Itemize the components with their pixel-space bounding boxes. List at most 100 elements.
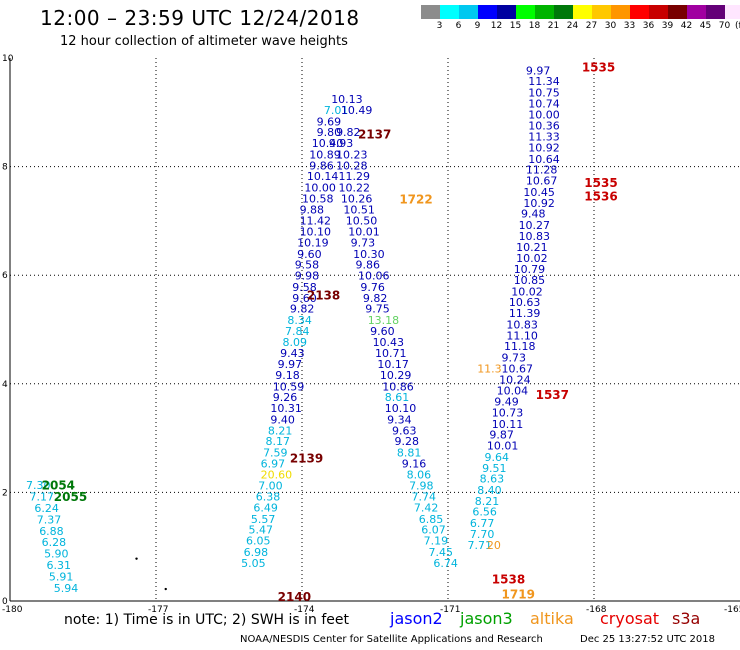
swh-value: 11.34 [528, 75, 560, 88]
swh-value: 10.10 [385, 402, 417, 415]
swh-value: 9.87 [489, 429, 514, 442]
y-axis-label: 8 [2, 163, 8, 173]
swh-value: 9.75 [365, 303, 390, 316]
swh-value: 10.14 [307, 170, 339, 183]
y-axis-label: 0 [2, 597, 8, 607]
swh-value: 13.18 [368, 314, 400, 327]
swh-value: 10.83 [506, 318, 538, 331]
swh-value: 5.91 [49, 570, 74, 583]
swh-value: 10.23 [336, 148, 368, 161]
swh-value: 7.59 [263, 447, 288, 460]
swh-value: 10.45 [523, 186, 555, 199]
swh-value: 7.42 [414, 501, 439, 514]
swh-value: 10.01 [487, 440, 519, 453]
swh-value: 20.60 [261, 468, 293, 481]
swh-value: 11.10 [506, 329, 538, 342]
legend-swatch [687, 5, 706, 19]
point-marker [164, 587, 167, 591]
x-axis-label: -171 [440, 605, 460, 615]
pass-number: 1535 [582, 61, 615, 75]
legend-label: 45 [699, 21, 712, 31]
swh-value: 9.16 [402, 457, 427, 470]
swh-value: 8.40 [477, 484, 502, 497]
swh-value: 9.60 [297, 248, 322, 261]
credit-line: NOAA/NESDIS Center for Satellite Applica… [240, 634, 543, 645]
swh-value: 5.57 [251, 513, 276, 526]
legend-label: 30 [604, 21, 617, 31]
legend-swatch [478, 5, 497, 19]
swh-value: 9.88 [300, 203, 325, 216]
legend-label: 70 [718, 21, 731, 31]
generation-timestamp: Dec 25 13:27:52 UTC 2018 [580, 634, 715, 645]
swh-value: 8.81 [397, 447, 422, 460]
swh-value: 10.67 [502, 362, 534, 375]
pass-number: 1536 [584, 189, 617, 203]
x-axis-label: -180 [2, 605, 23, 615]
legend-label: 3 [436, 21, 443, 31]
swh-value: 7.98 [409, 480, 434, 493]
pass-number: 1535 [584, 176, 617, 190]
legend-label: 27 [585, 21, 598, 31]
swh-value: 10.40 [312, 137, 344, 150]
swh-value: 9.40 [270, 413, 295, 426]
legend-swatch [516, 5, 535, 19]
swh-value: 9.60 [292, 292, 317, 305]
swh-value: 10.92 [523, 197, 555, 210]
swh-value: 7.74 [412, 491, 437, 504]
swh-value: 8.61 [385, 391, 410, 404]
swh-value: 10.36 [528, 120, 560, 133]
swh-value: 10.19 [297, 236, 329, 249]
mission-label-altika: altika [530, 609, 574, 628]
swh-value: 11.42 [300, 215, 332, 228]
swh-value: 7.19 [424, 535, 449, 548]
mission-label-jason2: jason2 [390, 609, 443, 628]
pass-number: 2055 [54, 490, 87, 504]
stray-points [135, 557, 167, 591]
swh-value: 6.24 [34, 502, 59, 515]
swh-value: 10.27 [519, 219, 551, 232]
y-axis-label: 6 [2, 271, 8, 281]
swh-value: 10.49 [341, 104, 373, 117]
legend-label: 24 [566, 21, 579, 31]
swh-value: 11.28 [526, 164, 558, 177]
legend-swatch [668, 5, 687, 19]
swh-value: 6.07 [421, 524, 446, 537]
footer-note: note: 1) Time is in UTC; 2) SWH is in fe… [64, 612, 350, 628]
swh-value: 10.59 [273, 380, 305, 393]
swh-value: 7.71 [467, 539, 492, 552]
swh-value: 5.94 [54, 582, 79, 595]
swh-value: 7.30 [26, 479, 50, 492]
x-axis-label: -168 [586, 605, 607, 615]
swh-value: 5.90 [44, 548, 69, 561]
legend-label: 15 [509, 21, 522, 31]
swh-value: 8.34 [287, 314, 312, 327]
swh-value: 10.06 [358, 270, 390, 283]
lat-lon-grid [9, 58, 740, 602]
swh-value: 10.64 [528, 153, 560, 166]
swh-value: 9.82 [336, 126, 361, 139]
swh-value: 5.47 [248, 524, 273, 537]
swh-value: 10.01 [348, 226, 380, 239]
swh-value: 9.82 [290, 303, 315, 316]
swh-value: 9.28 [394, 435, 419, 448]
swh-value: 10.73 [492, 406, 524, 419]
swh-value: 10.67 [526, 175, 558, 188]
swh-value: 20 [487, 539, 501, 552]
swh-value: 11.39 [509, 307, 541, 320]
pass-number: 2140 [278, 590, 311, 604]
pass-number: 1538 [492, 573, 525, 587]
swh-value: 9.26 [273, 391, 298, 404]
swh-value: 8.06 [407, 468, 432, 481]
swh-value: 9.51 [482, 462, 507, 475]
swh-value: 9.80 [317, 126, 342, 139]
x-axis-label: -177 [148, 605, 168, 615]
x-axis-label: -165 [724, 605, 740, 615]
swh-value: 7.17 [29, 491, 54, 504]
swh-value: 9.34 [387, 413, 412, 426]
swh-value: 10.29 [380, 369, 412, 382]
swh-value: 11.33 [528, 131, 560, 144]
swh-value: 6.77 [470, 517, 495, 530]
swh-value: 9.73 [502, 352, 527, 365]
pass-number: 2139 [290, 452, 323, 466]
